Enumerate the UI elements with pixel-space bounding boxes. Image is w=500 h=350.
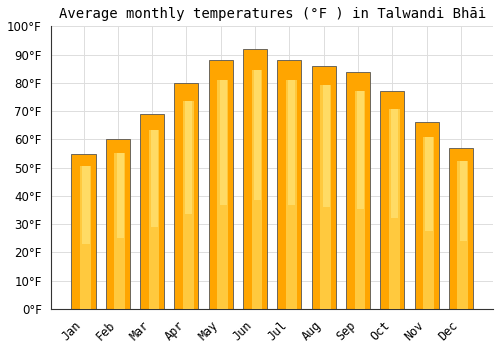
Bar [322, 85, 330, 207]
Bar [389, 109, 400, 309]
Bar [151, 130, 158, 227]
Bar [106, 139, 130, 309]
Bar [391, 109, 398, 218]
Bar [278, 60, 301, 309]
Bar [148, 130, 160, 309]
Bar [426, 137, 432, 231]
Bar [380, 91, 404, 309]
Bar [449, 148, 473, 309]
Bar [209, 60, 233, 309]
Bar [72, 154, 96, 309]
Bar [140, 114, 164, 309]
Bar [414, 122, 438, 309]
Title: Average monthly temperatures (°F ) in Talwandi Bhāi: Average monthly temperatures (°F ) in Ta… [58, 7, 486, 21]
Bar [423, 137, 434, 309]
Bar [286, 80, 296, 309]
Bar [82, 166, 89, 244]
Bar [357, 91, 364, 209]
Bar [183, 101, 194, 309]
Bar [346, 71, 370, 309]
Bar [288, 80, 296, 204]
Bar [460, 161, 467, 242]
Bar [80, 166, 91, 309]
Bar [312, 66, 336, 309]
Bar [114, 153, 125, 309]
Bar [116, 153, 124, 238]
Bar [354, 91, 366, 309]
Bar [254, 70, 261, 200]
Bar [220, 80, 227, 204]
Bar [243, 49, 267, 309]
Bar [218, 80, 228, 309]
Bar [458, 161, 468, 309]
Bar [252, 70, 262, 309]
Bar [174, 83, 199, 309]
Bar [185, 101, 192, 214]
Bar [320, 85, 331, 309]
